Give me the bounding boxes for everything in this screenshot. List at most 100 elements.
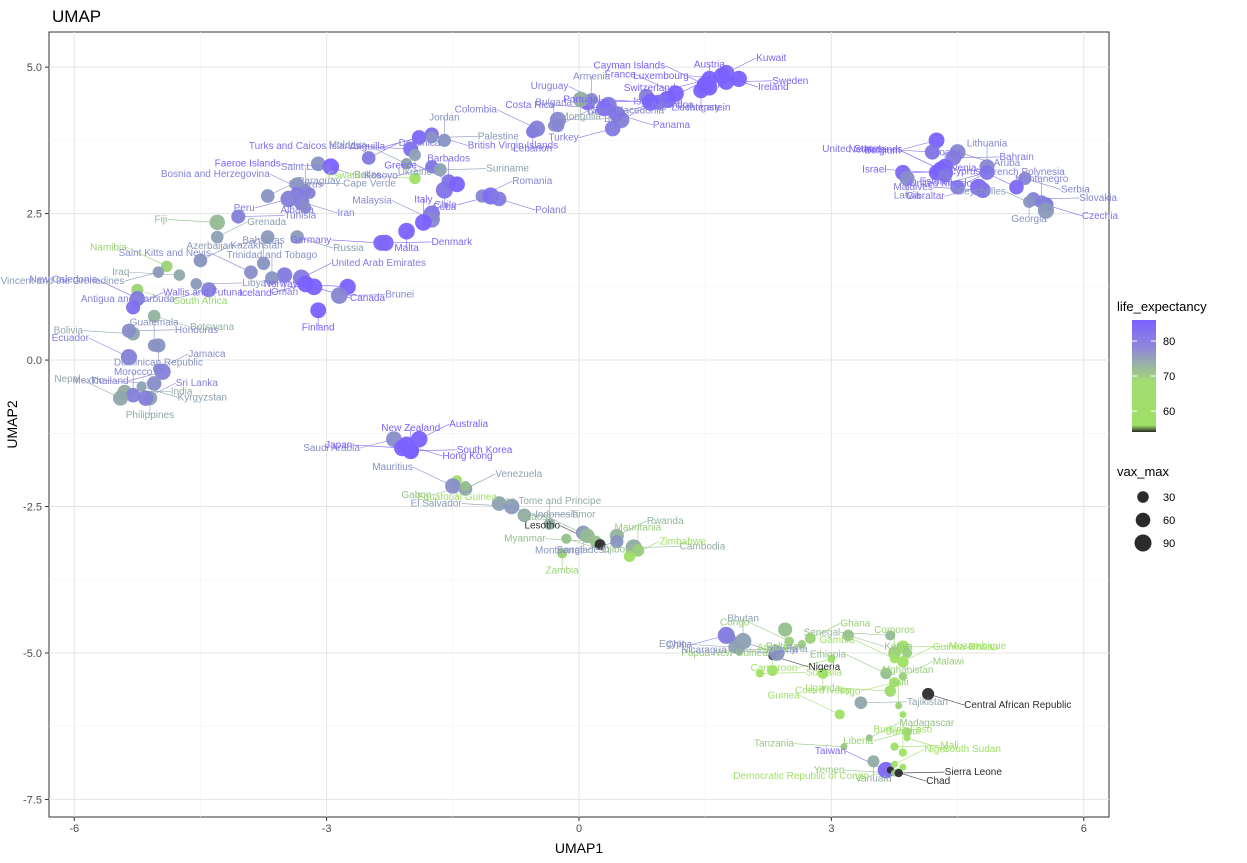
point-cote-d-ivoire — [817, 668, 829, 679]
label-saint-lucia: Saint Lucia — [281, 162, 331, 173]
label-afghanistan: Afghanistan — [881, 665, 934, 676]
label-russia: Russia — [333, 243, 364, 254]
point-kenya — [842, 629, 854, 642]
y-tick-label: 0.0 — [27, 355, 42, 367]
label-hungary: Hungary — [682, 102, 720, 113]
point-afghanistan — [902, 647, 913, 659]
label-romania: Romania — [512, 176, 552, 187]
point-palestine — [425, 131, 438, 144]
label-united-states: United States — [822, 144, 882, 155]
point-mali — [890, 742, 899, 751]
point-ukraine — [408, 148, 422, 162]
point-gabon — [460, 480, 471, 492]
point-turkey — [604, 120, 621, 137]
label-anguilla: Anguilla — [350, 141, 386, 152]
point-sri-lanka — [138, 390, 154, 406]
label-norway: Norway — [264, 279, 298, 290]
label-equatorial-guinea: Equatorial Guinea — [417, 492, 497, 503]
label-mali: Mali — [940, 741, 958, 752]
label-croatia: Croatia — [929, 148, 962, 159]
label-bulgaria: Bulgaria — [535, 98, 572, 109]
point-kazakhstan — [193, 253, 208, 268]
label-liechtenstein: Liechtenstein — [672, 103, 731, 114]
label-belarus: Belarus — [289, 180, 323, 191]
point-trinidad-and-tobago — [265, 271, 279, 285]
label-nicaragua: Nicaragua — [681, 645, 727, 656]
leader-line — [104, 380, 155, 384]
point-antigua-and-barbuda — [201, 282, 217, 298]
label-fiji: Fiji — [154, 214, 167, 225]
point-haiti — [895, 702, 903, 710]
x-tick-label: 0 — [576, 823, 582, 835]
point-congo — [784, 636, 794, 646]
label-ireland: Ireland — [758, 82, 789, 93]
label-djibouti: Djibouti — [602, 545, 635, 556]
point-luxembourg — [730, 70, 747, 87]
leader-line — [854, 639, 895, 660]
point-senegal — [885, 630, 896, 641]
label-czechia: Czechia — [1082, 211, 1119, 222]
point-north-macedonia — [551, 119, 565, 133]
label-bhutan: Bhutan — [727, 613, 759, 624]
leader-line — [848, 635, 885, 647]
label-namibia: Namibia — [90, 242, 127, 253]
label-canada: Canada — [350, 293, 385, 304]
label-kosovo: Kosovo — [364, 171, 398, 182]
point-seychelles — [1037, 202, 1055, 219]
label-montenegro: Montenegro — [1015, 174, 1069, 185]
label-saudi-arabia: Saudi Arabia — [303, 443, 360, 454]
label-comoros: Comoros — [874, 625, 915, 636]
label-morocco: Morocco — [114, 367, 153, 378]
leader-line — [360, 145, 411, 150]
label-belize: Belize — [354, 170, 382, 181]
label-israel: Israel — [862, 165, 886, 176]
point-belarus — [299, 201, 312, 214]
label-moldova: Moldova — [329, 140, 367, 151]
label-kyrgyzstan: Kyrgyzstan — [178, 392, 227, 403]
label-tunisia: Tunisia — [284, 211, 316, 222]
label-tajikistan: Tajikistan — [907, 697, 948, 708]
label-finland: Finland — [302, 322, 335, 333]
label-greece: Greece — [384, 160, 417, 171]
point-paraguay — [260, 189, 275, 203]
label-eswatini: Eswatini — [328, 170, 365, 181]
leader-line — [364, 175, 415, 179]
point-democratic-republic-of-congo — [899, 763, 907, 771]
point-indonesia — [491, 496, 507, 511]
point-jordan — [437, 133, 451, 147]
size-legend: vax_max 30 60 90 — [1117, 464, 1175, 552]
label-democratic-republic-of-congo: Democratic Republic of Congo — [733, 771, 869, 782]
label-botswana: Botswana — [190, 322, 234, 333]
label-bangladesh: Bangladesh — [557, 545, 610, 556]
point-thailand — [154, 363, 171, 380]
label-cayman-islands: Cayman Islands — [593, 61, 665, 72]
label-guinea: Guinea — [768, 690, 801, 701]
color-legend-label: 80 — [1163, 336, 1175, 348]
label-egypt: Egypt — [659, 639, 685, 650]
label-north-macedonia: North Macedonia — [588, 106, 665, 117]
label-papua-new-guinea: Papua New Guinea — [681, 648, 768, 659]
point-el-salvador — [503, 498, 520, 515]
point-pakistan — [778, 622, 793, 637]
point-peru — [280, 190, 298, 208]
label-wallis-and-futuna: Wallis and Futuna — [163, 287, 243, 298]
label-suriname: Suriname — [486, 164, 529, 175]
leader-line — [167, 219, 218, 223]
point-new-zealand — [402, 442, 419, 459]
label-poland: Poland — [535, 205, 566, 216]
leader-line — [137, 289, 174, 302]
point-netherlands — [928, 132, 945, 149]
label-venezuela: Venezuela — [495, 469, 542, 480]
point-dominican-republic — [151, 338, 166, 353]
label-togo: Togo — [839, 686, 861, 697]
label-barbados: Barbados — [427, 153, 470, 164]
point-malawi — [898, 672, 908, 681]
leader-line — [810, 623, 841, 639]
label-new-zealand: New Zealand — [381, 423, 440, 434]
label-china: China — [666, 639, 693, 650]
label-palestine: Palestine — [478, 131, 520, 142]
label-congo: Congo — [720, 617, 750, 628]
label-lesotho: Lesotho — [524, 521, 560, 532]
point-denmark — [377, 234, 394, 252]
label-cape-verde: Cape Verde — [343, 178, 396, 189]
